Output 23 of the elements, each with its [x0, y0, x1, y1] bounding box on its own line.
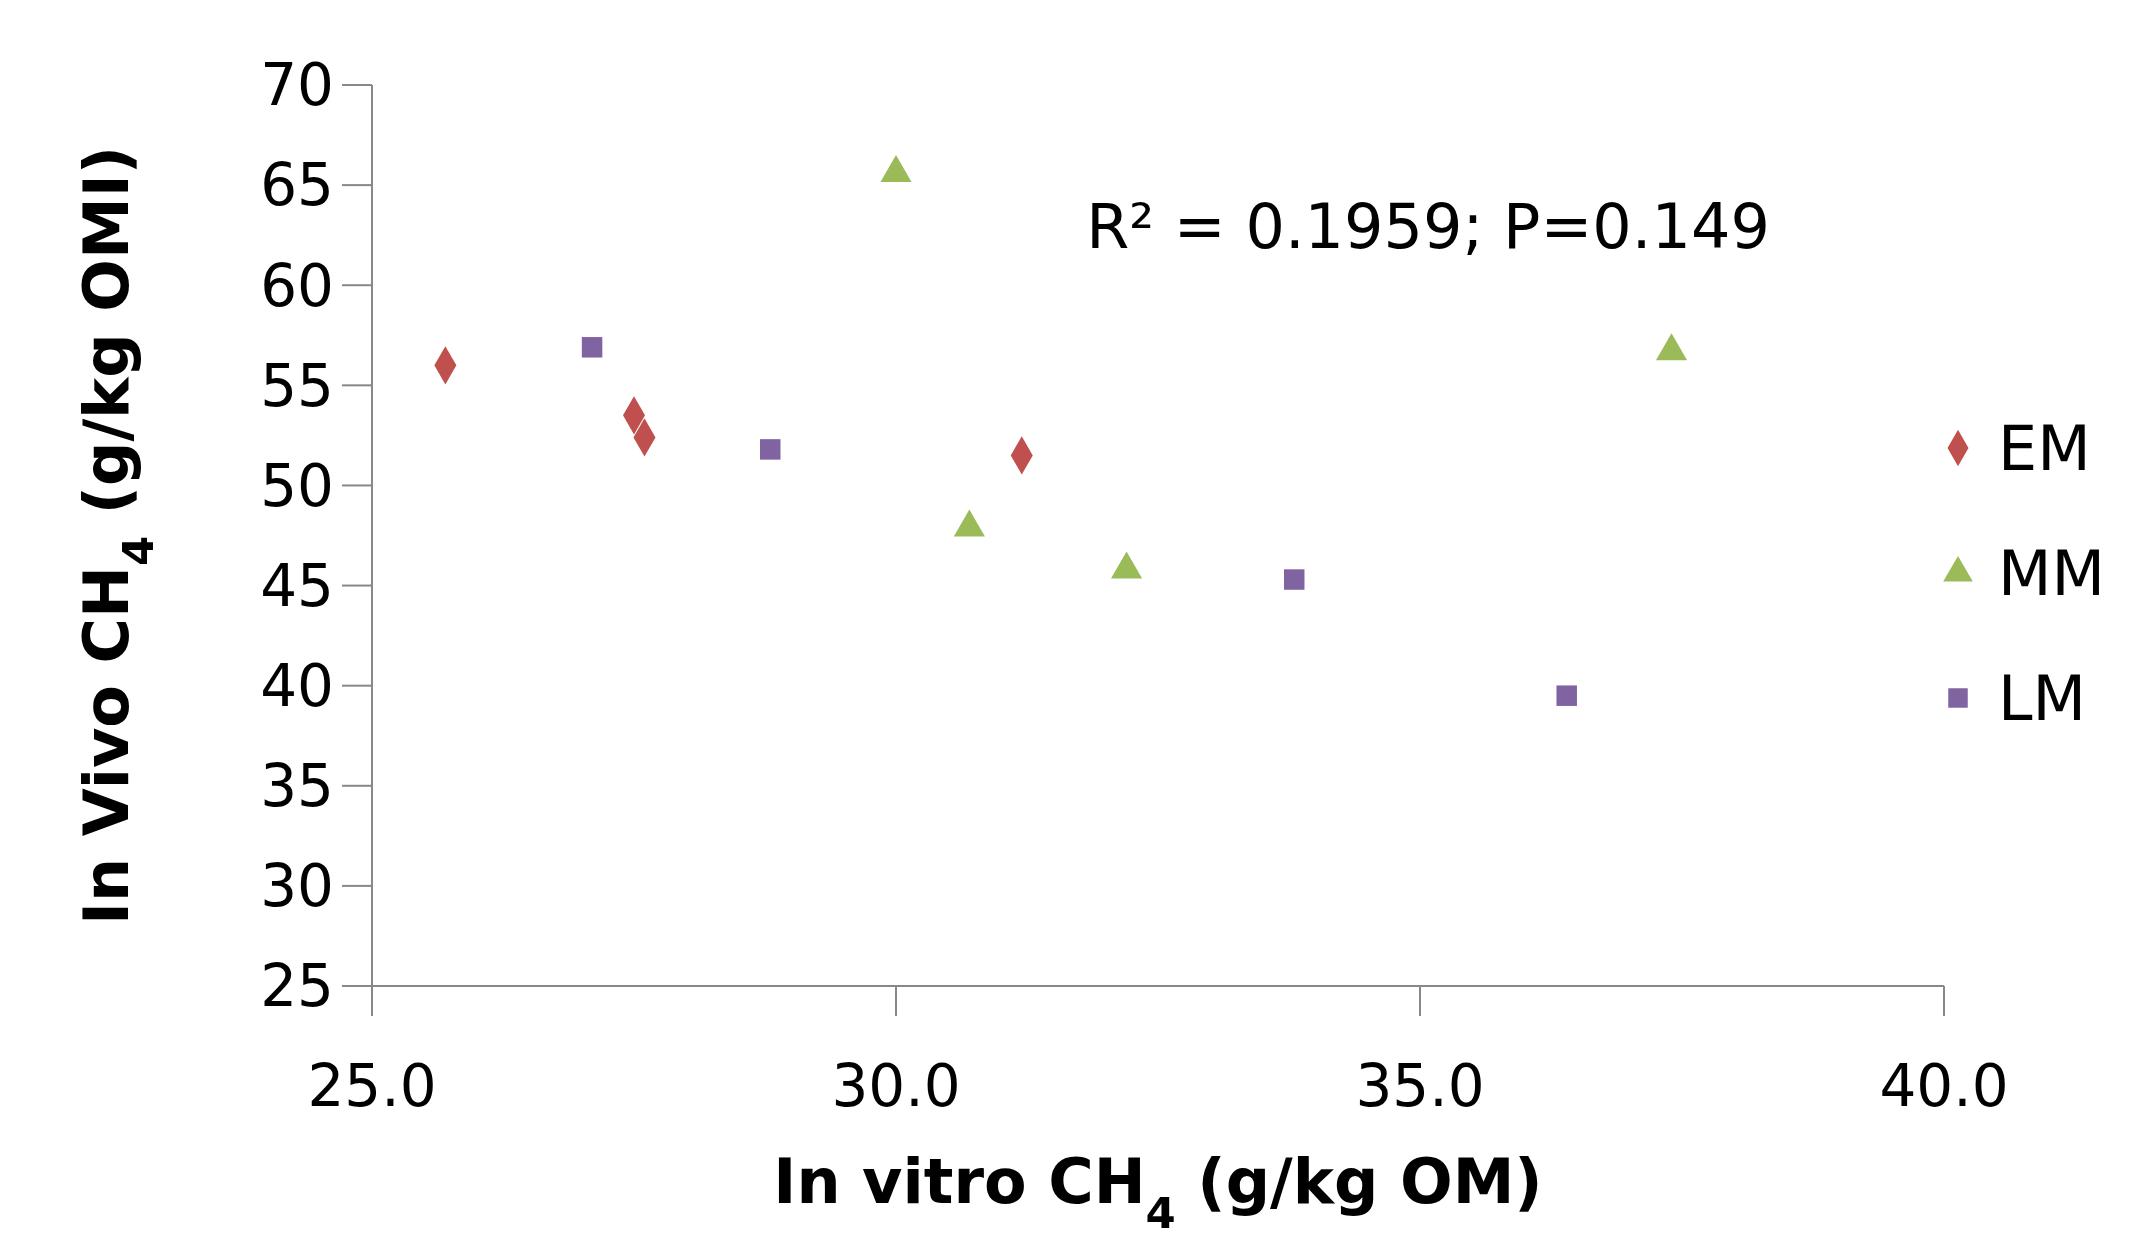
y-tick-label: 40 — [260, 651, 334, 720]
y-tick-label: 25 — [260, 952, 334, 1021]
y-tick-label: 70 — [260, 51, 334, 120]
y-tick-label: 60 — [260, 251, 334, 320]
legend-label: EM — [1998, 411, 2091, 485]
y-tick-label: 50 — [260, 451, 334, 520]
legend-label: MM — [1998, 536, 2105, 610]
y-tick-label: 30 — [260, 852, 334, 921]
y-tick-label: 65 — [260, 151, 334, 220]
point — [581, 337, 603, 358]
x-axis-title: In vitro CH$_{4}$ (g/kg OM) — [773, 1145, 1543, 1238]
point — [759, 439, 781, 460]
x-tick-label: 35.0 — [1355, 1052, 1485, 1120]
y-tick-label: 35 — [260, 752, 334, 821]
point — [1283, 569, 1305, 590]
x-tick-label: 25.0 — [307, 1052, 437, 1120]
legend-label: LM — [1998, 661, 2087, 735]
point — [1556, 685, 1577, 706]
x-tick-label: 30.0 — [831, 1052, 961, 1120]
y-tick-label: 55 — [260, 351, 334, 420]
annotation: R² = 0.1959; P=0.149 — [1086, 190, 1770, 263]
y-tick-label: 45 — [260, 551, 334, 620]
x-tick-label: 40.0 — [1879, 1052, 2009, 1120]
